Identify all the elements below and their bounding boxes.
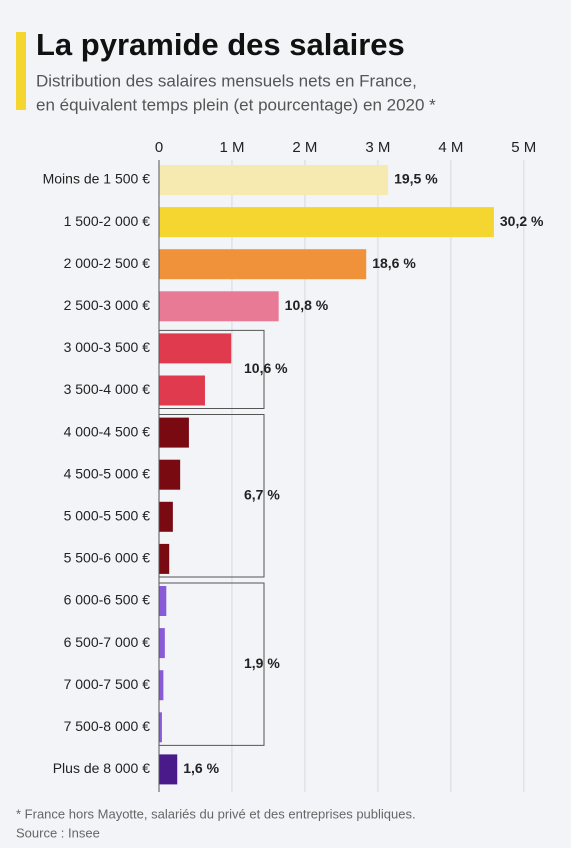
bar [159,586,167,616]
x-tick-label: 0 [155,139,163,156]
bar [159,375,205,406]
bar [159,249,367,280]
data-label: 1,6 % [183,760,219,776]
subtitle: en équivalent temps plein (et pourcentag… [36,95,436,114]
y-tick-label: 2 000-2 500 € [64,255,151,271]
y-tick-label: Moins de 1 500 € [43,171,151,187]
y-tick-label: 4 500-5 000 € [64,465,151,481]
x-tick-label: 4 M [438,139,463,156]
y-tick-label: 6 000-6 500 € [64,592,151,608]
bar [159,712,162,743]
x-tick-label: 2 M [292,139,317,156]
data-label: 18,6 % [372,255,416,271]
y-tick-label: 3 000-3 500 € [64,339,151,355]
chart-title: La pyramide des salaires [36,27,405,62]
y-tick-label: 6 500-7 000 € [64,634,151,650]
subtitle: Distribution des salaires mensuels nets … [36,71,417,90]
bar [159,459,181,490]
bar [159,543,170,574]
bar [159,670,164,701]
y-tick-label: 2 500-3 000 € [64,297,151,313]
x-tick-label: 1 M [219,139,244,156]
x-tick-label: 3 M [365,139,390,156]
y-tick-label: 4 000-4 500 € [64,423,151,439]
data-label: 30,2 % [500,213,544,229]
x-tick-label: 5 M [511,139,536,156]
group-bracket [159,329,265,410]
bar [159,165,389,195]
y-tick-label: 7 000-7 500 € [64,676,151,692]
group-label: 1,9 % [244,655,280,671]
data-label: 10,8 % [285,297,329,313]
y-tick-label: 5 000-5 500 € [64,508,151,524]
bar [159,754,178,785]
bar [159,333,232,364]
source: Source : Insee [16,825,100,840]
bar [159,628,165,659]
y-tick-label: Plus de 8 000 € [53,760,151,776]
bar [159,501,173,532]
y-tick-label: 3 500-4 000 € [64,381,151,397]
group-bracket [159,414,265,578]
footnote: * France hors Mayotte, salariés du privé… [16,806,416,821]
y-tick-label: 1 500-2 000 € [64,213,151,229]
data-label: 19,5 % [394,171,438,187]
group-label: 6,7 % [244,486,280,502]
group-bracket [159,582,265,746]
bar [159,291,279,322]
y-tick-label: 7 500-8 000 € [64,718,151,734]
bar [159,417,189,448]
y-tick-label: 5 500-6 000 € [64,550,151,566]
title-accent [16,32,26,110]
bar [159,207,494,238]
group-label: 10,6 % [244,360,288,376]
